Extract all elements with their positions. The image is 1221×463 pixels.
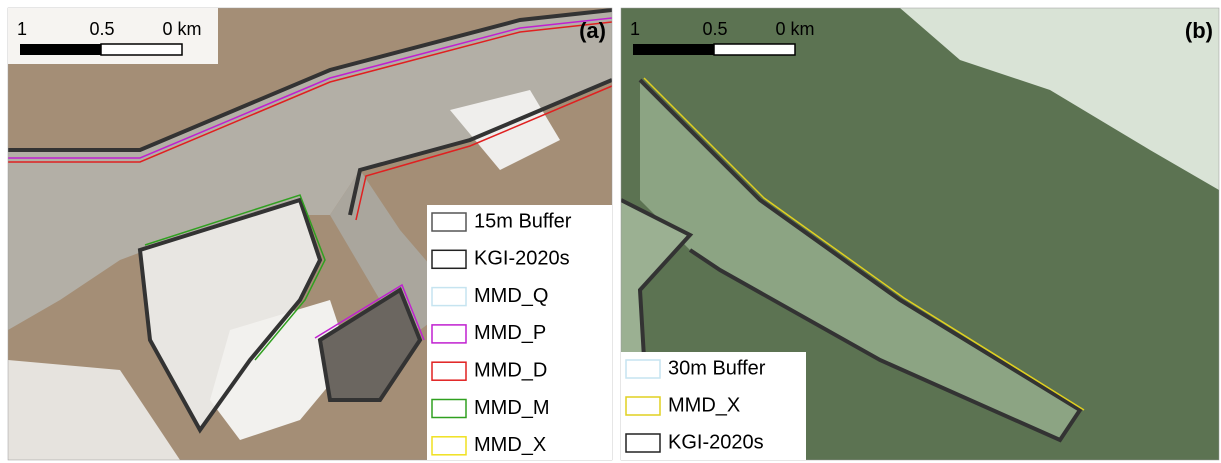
- overlay: 1 0.5 0 km (a) 15m Buffer KGI-2020s MMD_Q MMD_P…: [8, 8, 1213, 460]
- panel-label: (b): [1185, 18, 1213, 43]
- legend-swatch: [625, 433, 661, 453]
- scale-bar-black: [20, 44, 101, 55]
- legend-swatch: [625, 359, 661, 379]
- scale-label: 1: [17, 19, 27, 39]
- legend-swatch: [431, 436, 467, 456]
- legend-label: MMD_D: [474, 359, 547, 381]
- legend-label: MMD_X: [474, 434, 546, 456]
- scale-label: 0.5: [702, 19, 727, 39]
- scale-bar-white: [100, 43, 183, 56]
- legend-label: MMD_P: [474, 322, 546, 344]
- legend-swatch: [431, 249, 467, 270]
- legend-label: MMD_M: [474, 397, 550, 419]
- legend-swatch: [431, 324, 467, 344]
- legend-swatch: [431, 361, 467, 381]
- scale-bar-black: [633, 44, 714, 55]
- legend-swatch: [431, 212, 467, 232]
- legend-label: 15m Buffer: [474, 210, 572, 232]
- legend-swatch: [625, 396, 661, 416]
- legend-label: 30m Buffer: [668, 357, 766, 379]
- scale-label: 0.5: [89, 19, 114, 39]
- legend-label: KGI-2020s: [668, 431, 764, 453]
- panel-label: (a): [579, 18, 606, 43]
- scale-bar-white: [713, 43, 796, 56]
- legend-label: MMD_Q: [474, 285, 548, 307]
- legend-swatch: [431, 286, 467, 307]
- scale-label: 0 km: [775, 19, 814, 39]
- legend-box: [621, 352, 806, 460]
- scale-label: 1: [630, 19, 640, 39]
- scale-label: 0 km: [162, 19, 201, 39]
- legend-label: MMD_X: [668, 394, 740, 416]
- legend-label: KGI-2020s: [474, 248, 570, 270]
- legend-swatch: [431, 398, 467, 419]
